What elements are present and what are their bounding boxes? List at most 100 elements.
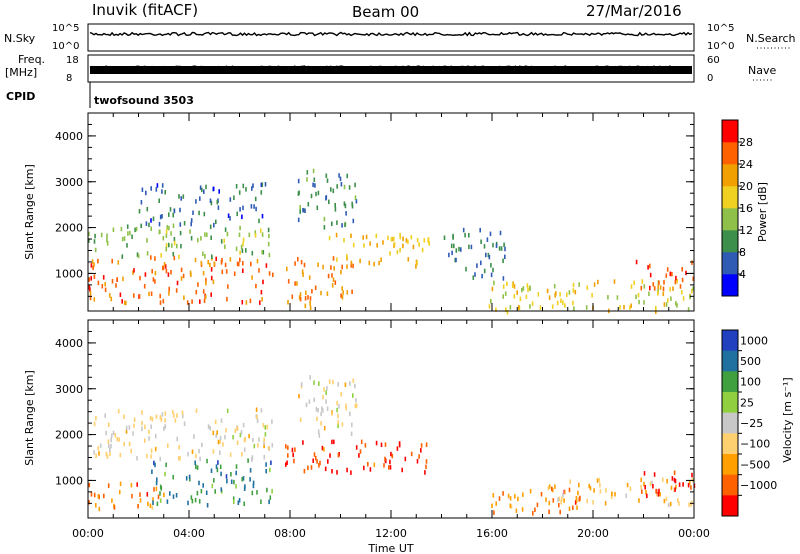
scatter-cell: [659, 492, 661, 497]
scatter-cell: [340, 182, 343, 187]
scatter-cell: [190, 218, 193, 223]
scatter-cell: [100, 232, 103, 238]
scatter-cell: [355, 199, 358, 204]
scatter-cell: [248, 433, 250, 439]
scatter-cell: [169, 207, 172, 212]
scatter-cell: [154, 446, 157, 452]
scatter-cell: [568, 506, 571, 511]
colorbar-swatch: [722, 392, 738, 413]
scatter-cell: [574, 289, 577, 295]
scatter-cell: [264, 182, 267, 187]
scatter-cell: [146, 453, 148, 459]
scatter-cell: [150, 226, 152, 231]
scatter-cell: [665, 273, 668, 278]
scatter-cell: [367, 462, 369, 467]
scatter-cell: [652, 484, 654, 489]
noise-right-tick-bottom: 10^0: [707, 41, 734, 52]
scatter-cell: [635, 294, 637, 300]
scatter-cell: [472, 275, 475, 280]
scatter-cell: [337, 423, 339, 429]
scatter-cell: [190, 495, 193, 500]
scatter-cell: [317, 408, 319, 413]
scatter-cell: [287, 453, 289, 458]
scatter-cell: [188, 474, 191, 480]
scatter-cell: [640, 484, 642, 490]
scatter-cell: [249, 468, 252, 473]
scatter-cell: [537, 292, 540, 297]
scatter-cell: [344, 222, 346, 228]
scatter-cell: [675, 275, 677, 281]
scatter-cell: [175, 288, 178, 293]
scatter-cell: [141, 187, 144, 192]
scatter-cell: [498, 496, 501, 501]
scatter-cell: [323, 447, 325, 452]
scatter-cell: [335, 232, 338, 238]
scatter-cell: [691, 260, 693, 265]
scatter-cell: [250, 457, 253, 462]
scatter-cell: [242, 237, 245, 243]
scatter-cell: [317, 190, 320, 196]
scatter-cell: [173, 255, 176, 261]
scatter-cell: [563, 489, 566, 495]
scatter-cell: [200, 236, 202, 241]
xtick-label: 00:00: [72, 527, 104, 540]
colorbar-tick-label: 16: [739, 202, 753, 215]
scatter-cell: [669, 287, 671, 292]
scatter-cell: [297, 217, 300, 223]
scatter-cell: [155, 187, 158, 192]
scatter-cell: [363, 243, 365, 248]
scatter-cell: [209, 224, 212, 230]
scatter-cell: [209, 262, 211, 268]
scatter-cell: [203, 211, 206, 217]
scatter-cell: [107, 422, 110, 427]
scatter-cell: [287, 279, 290, 284]
freq-nave-band: [90, 66, 692, 74]
scatter-cell: [255, 206, 257, 212]
scatter-cell: [198, 448, 200, 454]
scatter-cell: [489, 231, 492, 237]
scatter-cell: [350, 233, 352, 238]
scatter-cell: [499, 230, 502, 236]
scatter-cell: [420, 448, 422, 453]
scatter-cell: [252, 483, 255, 489]
scatter-cell: [677, 498, 679, 503]
scatter-cell: [215, 219, 217, 225]
scatter-cell: [264, 432, 267, 437]
scatter-cell: [206, 458, 208, 464]
scatter-cell: [194, 497, 197, 503]
scatter-cell: [176, 280, 179, 286]
scatter-cell: [630, 303, 632, 308]
scatter-cell: [159, 456, 161, 462]
scatter-cell: [614, 492, 616, 497]
scatter-cell: [146, 492, 149, 497]
velocity-panel-frame: [87, 319, 695, 519]
scatter-cell: [145, 221, 148, 226]
scatter-cell: [423, 238, 426, 243]
scatter-cell: [354, 182, 356, 188]
scatter-cell: [261, 297, 263, 302]
scatter-cell: [563, 498, 565, 503]
scatter-cell: [304, 303, 307, 309]
scatter-cell: [351, 289, 353, 294]
scatter-cell: [267, 445, 270, 451]
scatter-cell: [669, 271, 672, 277]
scatter-cell: [522, 492, 524, 497]
scatter-cell: [178, 254, 180, 260]
scatter-cell: [329, 453, 331, 458]
scatter-cell: [331, 273, 333, 278]
ytick-label: 1000: [55, 267, 83, 280]
scatter-cell: [200, 260, 203, 266]
scatter-cell: [165, 243, 168, 248]
scatter-cell: [140, 200, 143, 205]
scatter-cell: [331, 221, 333, 226]
colorbar-swatch: [722, 208, 738, 231]
scatter-cell: [666, 267, 669, 272]
scatter-cell: [235, 464, 238, 469]
scatter-cell: [527, 287, 529, 293]
scatter-cell: [160, 417, 163, 422]
freq-left-tick-bottom: 8: [66, 73, 72, 84]
scatter-cell: [589, 485, 592, 491]
scatter-cell: [333, 266, 335, 271]
scatter-cell: [470, 244, 473, 250]
scatter-cell: [513, 294, 516, 299]
